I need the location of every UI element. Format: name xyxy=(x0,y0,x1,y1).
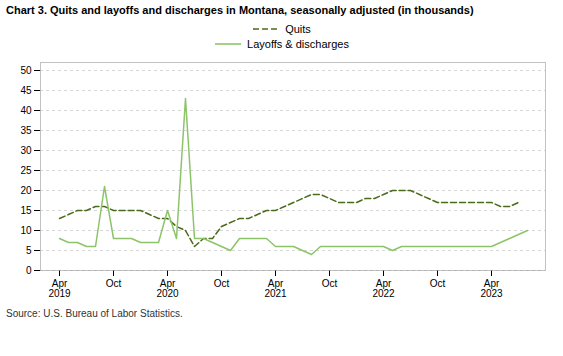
svg-text:5: 5 xyxy=(26,244,32,255)
svg-text:30: 30 xyxy=(20,144,32,155)
svg-text:Oct: Oct xyxy=(322,277,338,288)
svg-text:Apr2020: Apr2020 xyxy=(156,277,179,298)
svg-text:10: 10 xyxy=(20,224,32,235)
html-text:Chart 3. Quits and layoffs and: Chart 3. Quits and layoffs and discharge… xyxy=(6,4,474,16)
svg-text:Oct: Oct xyxy=(106,277,122,288)
svg-text:Oct: Oct xyxy=(214,277,230,288)
html-text:Source: U.S. Bureau of Labor S: Source: U.S. Bureau of Labor Statistics. xyxy=(6,307,183,319)
svg-text:45: 45 xyxy=(20,84,32,95)
svg-text:40: 40 xyxy=(20,104,32,115)
svg-text:25: 25 xyxy=(20,164,32,175)
svg-text:35: 35 xyxy=(20,124,32,135)
svg-text:Apr2023: Apr2023 xyxy=(480,277,503,298)
svg-text:Apr2019: Apr2019 xyxy=(48,277,71,298)
svg-text:15: 15 xyxy=(20,204,32,215)
svg-text:0: 0 xyxy=(26,264,32,275)
svg-text:Apr2022: Apr2022 xyxy=(372,277,395,298)
html-text:Quits: Quits xyxy=(285,22,311,35)
html-text:Layoffs & discharges: Layoffs & discharges xyxy=(247,37,349,50)
svg-text:Oct: Oct xyxy=(430,277,446,288)
svg-text:50: 50 xyxy=(20,64,32,75)
svg-text:20: 20 xyxy=(20,184,32,195)
svg-text:Apr2021: Apr2021 xyxy=(264,277,287,298)
